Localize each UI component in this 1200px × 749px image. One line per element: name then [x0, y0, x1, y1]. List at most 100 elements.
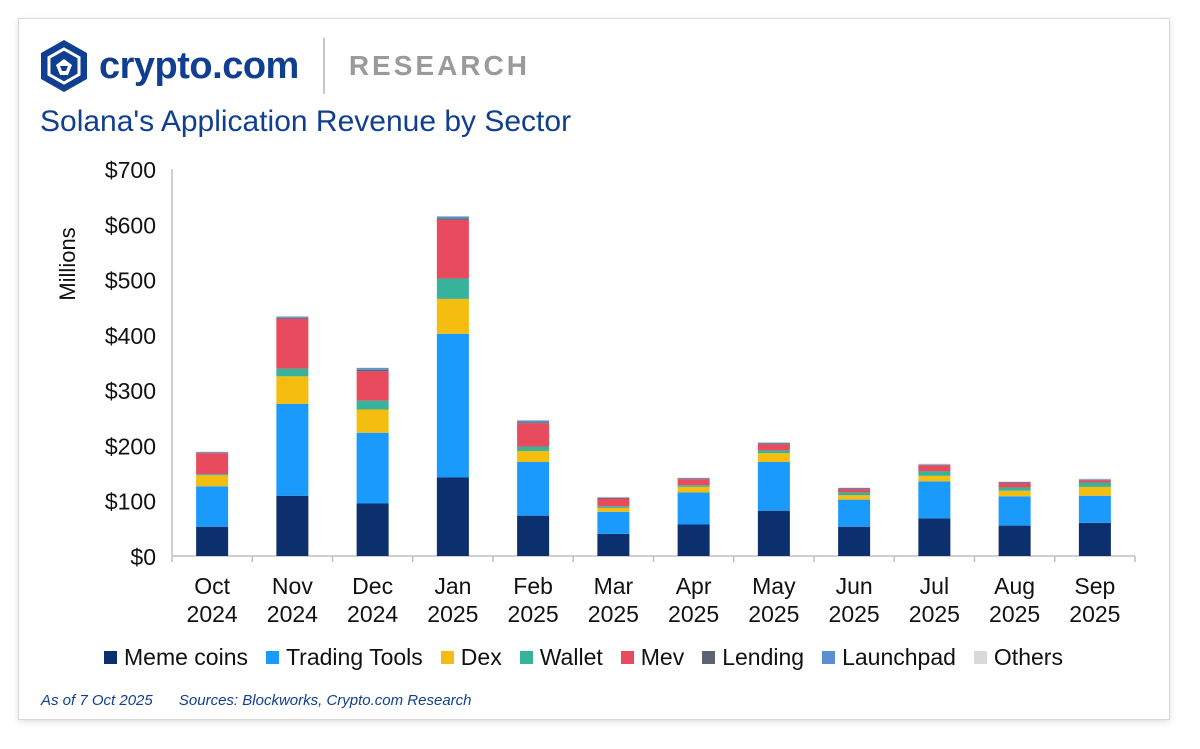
bar-segment-dex: [918, 475, 951, 482]
sources: Sources: Blockworks, Crypto.com Research: [178, 692, 472, 709]
x-tick-label-year: 2025: [748, 601, 799, 627]
legend-item: Lending: [702, 644, 804, 671]
bar-segment-trading-tools: [356, 432, 389, 504]
bar-segment-dex: [757, 453, 790, 463]
chart-title: Solana's Application Revenue by Sector: [40, 105, 572, 138]
bar-segment-lending: [838, 488, 871, 490]
bar-segment-lending: [998, 482, 1031, 484]
legend-swatch: [104, 651, 117, 664]
bar-segment-meme-coins: [918, 518, 951, 556]
footer: As of 7 Oct 2025 Sources: Blockworks, Cr…: [41, 692, 494, 709]
x-tick-label-year: 2025: [668, 601, 719, 627]
y-tick-label: $300: [105, 378, 156, 404]
bar-segment-launchpad: [918, 464, 951, 465]
bar-segment-meme-coins: [757, 510, 790, 556]
legend-label: Dex: [460, 644, 502, 670]
bar-segment-trading-tools: [1078, 495, 1111, 523]
y-tick-label: $100: [105, 489, 156, 515]
legend-item: Launchpad: [822, 644, 956, 671]
bar-segment-wallet: [757, 450, 790, 454]
legend-item: Trading Tools: [265, 644, 423, 671]
legend-swatch: [702, 651, 716, 664]
bar-segment-lending: [757, 443, 790, 445]
legend-item: Meme coins: [104, 644, 248, 671]
bar-segment-dex: [1078, 486, 1111, 496]
as-of-date: As of 7 Oct 2025: [41, 692, 153, 709]
bar-segment-dex: [276, 376, 309, 404]
legend-label: Trading Tools: [285, 644, 423, 670]
bar-segment-mev: [436, 219, 469, 279]
bar-segment-mev: [677, 479, 710, 486]
bar-segment-dex: [677, 486, 710, 493]
bar-segment-launchpad: [677, 478, 710, 479]
x-tick-label-year: 2025: [829, 601, 880, 627]
x-tick-label: Jul: [920, 573, 949, 599]
bar-segment-launchpad: [517, 420, 550, 423]
legend-item: Dex: [440, 644, 502, 671]
bar-segment-dex: [356, 409, 389, 433]
legend-label: Lending: [722, 644, 805, 670]
bar-segment-wallet: [196, 474, 229, 476]
bar-segment-others: [597, 496, 630, 498]
bar-segment-meme-coins: [196, 526, 229, 556]
bar-segment-lending: [918, 464, 951, 466]
bar-segment-meme-coins: [677, 524, 710, 556]
brand-name: crypto.com: [99, 44, 299, 87]
x-tick-label-year: 2024: [267, 601, 318, 627]
legend-label: Launchpad: [842, 644, 956, 670]
legend-item: Others: [973, 644, 1063, 671]
bar-segment-trading-tools: [196, 486, 229, 527]
x-tick-label: Dec: [352, 573, 393, 599]
bar-segment-lending: [517, 422, 550, 424]
legend-label: Wallet: [539, 644, 603, 670]
x-tick-label: Oct: [194, 573, 230, 599]
bar-segment-trading-tools: [918, 481, 951, 519]
chart-legend: Meme coins Trading Tools Dex Wallet Mev Lendi…: [104, 644, 1063, 671]
x-tick-label: May: [752, 573, 796, 599]
bar-segment-wallet: [517, 446, 550, 451]
legend-swatch: [519, 651, 533, 664]
bar-segment-mev: [517, 423, 550, 447]
bar-segment-launchpad: [838, 487, 871, 489]
bar-segment-launchpad: [356, 368, 389, 370]
bar-segment-wallet: [998, 487, 1031, 491]
bar-segment-others: [677, 477, 710, 479]
y-tick-label: $0: [130, 544, 156, 570]
x-tick-label: Sep: [1074, 573, 1115, 599]
bar-segment-dex: [196, 475, 229, 487]
legend-swatch: [440, 651, 454, 664]
legend-item: Mev: [620, 644, 685, 671]
bar-segment-meme-coins: [436, 477, 469, 556]
section-label: RESEARCH: [348, 50, 530, 81]
legend-swatch: [265, 651, 279, 664]
x-tick-label: Mar: [594, 573, 634, 599]
x-tick-label: Aug: [994, 573, 1035, 599]
bar-segment-trading-tools: [677, 492, 710, 525]
bar-segment-lending: [356, 369, 389, 372]
y-tick-label: $700: [105, 157, 156, 183]
bar-segment-trading-tools: [998, 496, 1031, 526]
bar-segment-lending: [276, 317, 309, 319]
legend-label: Mev: [640, 644, 685, 670]
legend-swatch: [620, 651, 634, 664]
legend-item: Wallet: [519, 644, 603, 671]
bar-segment-mev: [998, 483, 1031, 488]
bar-segment-wallet: [838, 492, 871, 496]
bar-segment-others: [436, 215, 469, 217]
bar-segment-mev: [597, 498, 630, 507]
chart-card: crypto.com RESEARCH Solana's Application…: [18, 18, 1170, 720]
bar-segment-trading-tools: [838, 499, 871, 527]
bar-segment-wallet: [276, 368, 309, 377]
bar-segment-wallet: [918, 471, 951, 476]
legend-label: Meme coins: [124, 644, 248, 670]
bar-segment-trading-tools: [436, 333, 469, 478]
bar-segment-wallet: [356, 400, 389, 410]
bar-segment-dex: [597, 507, 630, 512]
bar-segment-others: [1078, 478, 1111, 480]
bar-segment-lending: [436, 218, 469, 220]
x-tick-label-year: 2025: [909, 601, 960, 627]
bar-segment-mev: [276, 318, 309, 369]
bar-segment-dex: [436, 298, 469, 334]
x-tick-label-year: 2024: [347, 601, 398, 627]
bar-segment-launchpad: [597, 497, 630, 498]
